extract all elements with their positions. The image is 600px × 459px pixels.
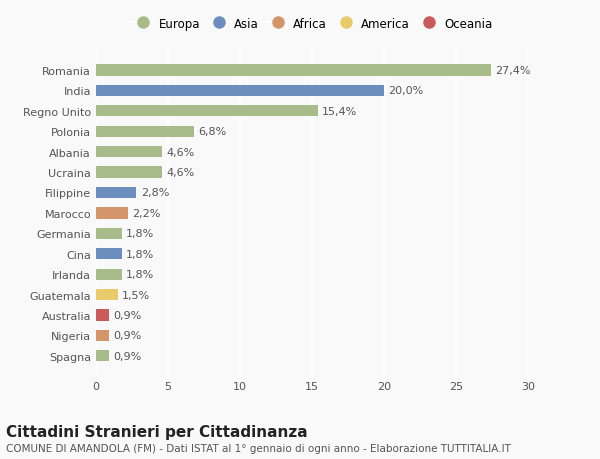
Bar (96, 167, 162, 178)
Text: 2,2%: 2,2% (132, 208, 160, 218)
Bar (96, 350, 109, 362)
Text: 4,6%: 4,6% (167, 147, 195, 157)
Bar (96, 228, 122, 240)
Bar (96, 65, 491, 77)
Text: 15,4%: 15,4% (322, 106, 358, 117)
Bar (96, 330, 109, 341)
Text: 1,8%: 1,8% (126, 249, 154, 259)
Bar (96, 187, 136, 199)
Bar (96, 310, 109, 321)
Text: 2,8%: 2,8% (140, 188, 169, 198)
Text: COMUNE DI AMANDOLA (FM) - Dati ISTAT al 1° gennaio di ogni anno - Elaborazione T: COMUNE DI AMANDOLA (FM) - Dati ISTAT al … (6, 443, 511, 453)
Bar (96, 126, 194, 138)
Text: 27,4%: 27,4% (495, 66, 530, 76)
Bar (96, 269, 122, 280)
Text: 1,8%: 1,8% (126, 269, 154, 280)
Legend: Europa, Asia, Africa, America, Oceania: Europa, Asia, Africa, America, Oceania (128, 14, 496, 34)
Text: Cittadini Stranieri per Cittadinanza: Cittadini Stranieri per Cittadinanza (6, 425, 308, 440)
Text: 4,6%: 4,6% (167, 168, 195, 178)
Bar (96, 147, 162, 158)
Text: 0,9%: 0,9% (113, 351, 142, 361)
Text: 6,8%: 6,8% (198, 127, 226, 137)
Text: 1,8%: 1,8% (126, 229, 154, 239)
Bar (96, 249, 122, 260)
Bar (96, 289, 118, 301)
Text: 0,9%: 0,9% (113, 310, 142, 320)
Text: 20,0%: 20,0% (388, 86, 424, 96)
Bar (96, 208, 128, 219)
Bar (96, 86, 384, 97)
Text: 1,5%: 1,5% (122, 290, 150, 300)
Text: 0,9%: 0,9% (113, 330, 142, 341)
Bar (96, 106, 318, 117)
